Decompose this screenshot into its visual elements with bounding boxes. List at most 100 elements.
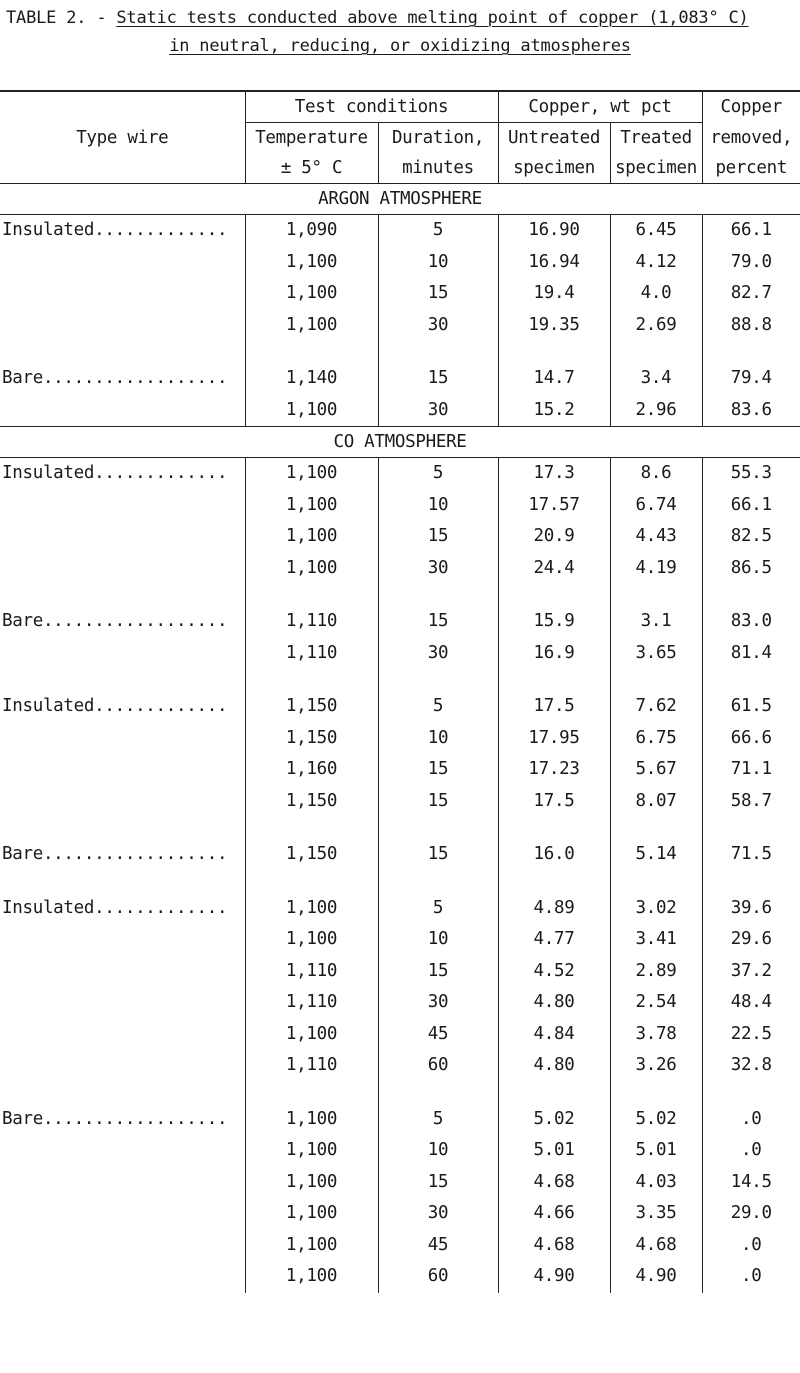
table-row: 1,100 30 24.4 4.19 86.5 [0,552,800,584]
group-spacer [0,1081,800,1104]
removed-cell: 29.0 [730,1203,772,1223]
untreated-cell: 4.52 [498,955,611,987]
temperature-cell: 1,100 [245,924,379,956]
treated-cell: 6.75 [610,722,703,754]
temperature-cell: 1,100 [245,1166,379,1198]
duration-cell: 10 [378,1135,499,1167]
treated-cell: 8.07 [610,785,703,817]
removed-cell: 32.8 [730,1055,772,1075]
type-wire-cell: Bare.................. [0,363,246,395]
untreated-cell: 15.9 [498,606,611,638]
table-row: 1,150 10 17.95 6.75 66.6 [0,722,800,754]
type-wire-cell [0,955,246,987]
temperature-cell: 1,100 [245,1103,379,1135]
temperature-cell: 1,150 [245,785,379,817]
caption-title-line-1: Static tests conducted above melting poi… [116,8,749,28]
type-wire-cell [0,1018,246,1050]
treated-cell: 8.6 [610,457,703,490]
header-removed-2: removed, [710,127,793,148]
type-wire-cell [0,394,246,427]
untreated-cell: 24.4 [498,552,611,584]
header-duration: Duration, [378,122,499,153]
type-wire-cell [0,521,246,553]
table-row: Insulated............. 1,100 5 4.89 3.02 39.6 [0,892,800,924]
duration-cell: 5 [378,214,499,247]
duration-cell: 60 [378,1050,499,1082]
type-wire-cell [0,924,246,956]
removed-cell: 39.6 [730,897,772,918]
treated-cell: 4.19 [610,552,703,584]
removed-cell: 22.5 [730,1023,772,1044]
header-test-conditions: Test conditions [245,90,499,123]
table-row: 1,100 60 4.90 4.90.0 [0,1261,800,1293]
header-type-wire-top [0,90,246,123]
duration-cell: 30 [378,309,499,341]
table-row: Bare.................. 1,140 15 14.7 3.4 79.4 [0,363,800,395]
temperature-cell: 1,150 [245,691,379,723]
header-removed-3: percent [702,153,800,184]
removed-cell: 66.6 [730,727,772,748]
type-wire-cell [0,489,246,521]
treated-cell: 4.12 [610,246,703,278]
removed-cell: 88.8 [730,314,772,335]
header-untreated: Untreated [498,122,611,153]
removed-cell: .0 [741,1108,762,1129]
treated-cell: 3.78 [610,1018,703,1050]
group-spacer [0,584,800,606]
treated-cell: 2.54 [610,987,703,1019]
removed-cell: 48.4 [730,992,772,1012]
temperature-cell: 1,100 [245,309,379,341]
temperature-cell: 1,110 [245,606,379,638]
untreated-cell: 4.80 [498,987,611,1019]
untreated-cell: 17.95 [498,722,611,754]
duration-cell: 30 [378,987,499,1019]
type-wire-cell [0,1261,246,1293]
removed-cell: 79.4 [730,368,772,388]
untreated-cell: 16.94 [498,246,611,278]
data-table-container: Test conditions Copper, wt pct Copper Ty… [0,90,800,1293]
section-title: ARGON ATMOSPHERE [0,183,800,215]
untreated-cell: 20.9 [498,521,611,553]
untreated-cell: 5.02 [498,1103,611,1135]
caption-line-1: TABLE 2. - Static tests conducted above … [6,4,749,32]
treated-cell: 3.02 [610,892,703,924]
duration-cell: 5 [378,1103,499,1135]
header-temperature-unit: ± 5° C [245,153,379,184]
treated-cell: 2.96 [610,394,703,427]
header-untreated-2: specimen [498,153,611,184]
table-row: 1,100 15 4.68 4.03 14.5 [0,1166,800,1198]
untreated-cell: 4.89 [498,892,611,924]
header-type-wire: Type wire [0,122,246,153]
treated-cell: 4.03 [610,1166,703,1198]
section-row: CO ATMOSPHERE [0,426,800,458]
temperature-cell: 1,090 [245,214,379,247]
header-copper-wt-pct: Copper, wt pct [498,90,703,123]
treated-cell: 3.26 [610,1050,703,1082]
duration-cell: 15 [378,606,499,638]
treated-cell: 4.43 [610,521,703,553]
type-wire-cell [0,1198,246,1230]
temperature-cell: 1,160 [245,754,379,786]
table-row: 1,100 45 4.84 3.78 22.5 [0,1018,800,1050]
type-wire-cell [0,246,246,278]
treated-cell: 3.1 [610,606,703,638]
type-wire-cell: Insulated............. [0,457,246,490]
removed-cell: 83.0 [730,611,772,631]
untreated-cell: 17.23 [498,754,611,786]
untreated-cell: 16.0 [498,839,611,871]
duration-cell: 10 [378,489,499,521]
duration-cell: 45 [378,1018,499,1050]
table-row: 1,100 15 20.9 4.43 82.5 [0,521,800,553]
temperature-cell: 1,100 [245,1135,379,1167]
table-row: Insulated............. 1,100 5 17.3 8.6 55.3 [0,457,800,490]
type-wire-cell [0,722,246,754]
removed-cell: 79.0 [730,251,772,272]
type-wire-cell [0,987,246,1019]
duration-cell: 15 [378,785,499,817]
duration-cell: 15 [378,955,499,987]
duration-cell: 15 [378,363,499,395]
removed-cell: 29.6 [730,929,772,949]
untreated-cell: 4.90 [498,1261,611,1293]
temperature-cell: 1,140 [245,363,379,395]
removed-cell: 55.3 [730,463,772,483]
